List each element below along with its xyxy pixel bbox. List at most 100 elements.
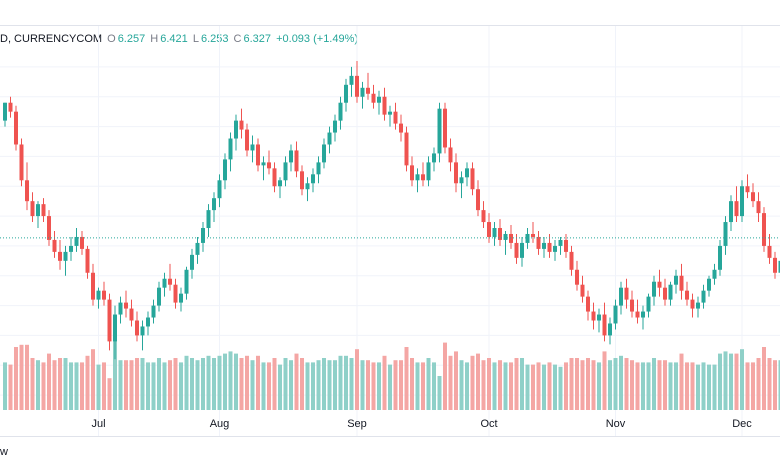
candle-body <box>311 174 315 184</box>
candle <box>399 114 403 142</box>
candle-body <box>465 168 469 178</box>
volume-bar <box>426 358 431 410</box>
volume-bar <box>294 353 299 410</box>
x-tick-label: Aug <box>210 418 230 430</box>
candle-body <box>410 165 414 181</box>
volume-bar <box>250 360 255 410</box>
candle-body <box>245 129 249 151</box>
candle-body <box>602 314 607 336</box>
candle-body <box>206 210 211 229</box>
candle <box>481 201 486 229</box>
volume-bar <box>366 360 370 410</box>
candle <box>624 278 629 309</box>
candle <box>756 192 761 223</box>
candle <box>85 245 90 279</box>
volume-bar <box>690 362 695 410</box>
candle-body <box>630 299 634 312</box>
candle-body <box>624 287 629 300</box>
volume-bar <box>52 360 57 410</box>
candle-body <box>168 278 172 285</box>
candle-body <box>146 317 150 327</box>
candle-body <box>668 284 673 300</box>
volume-bar <box>261 362 266 410</box>
volume-bar <box>465 362 469 410</box>
candle-body <box>294 150 299 172</box>
volume-bar <box>421 362 425 410</box>
candle <box>69 236 73 261</box>
volume-bar <box>624 358 629 410</box>
candle <box>778 260 780 273</box>
volume-bar <box>580 360 585 410</box>
candle-body <box>129 308 134 321</box>
volume-bar <box>19 344 24 410</box>
candle-body <box>41 204 46 217</box>
volume-bar <box>564 362 568 410</box>
candle <box>377 90 381 115</box>
candle <box>228 132 233 172</box>
candle <box>663 278 667 306</box>
candle <box>635 299 640 324</box>
volume-bar <box>410 358 414 410</box>
candle-body <box>569 251 574 270</box>
candle-body <box>531 233 535 237</box>
candle <box>696 296 700 318</box>
volume-bar <box>388 364 392 410</box>
volume-bar <box>602 351 607 410</box>
candle <box>162 272 167 297</box>
candle-body <box>481 210 486 223</box>
candle <box>767 233 772 264</box>
low-label: L <box>192 33 199 45</box>
candle-body <box>366 87 370 94</box>
x-tick-label: Nov <box>606 418 626 430</box>
candle <box>366 72 370 100</box>
candle <box>58 239 62 270</box>
candle-body <box>261 162 266 166</box>
candle-body <box>553 245 557 252</box>
candle-body <box>762 213 766 246</box>
volume-bar <box>547 362 552 410</box>
volume-bar <box>492 362 497 410</box>
volume-bar <box>245 355 249 410</box>
candle-body <box>635 311 640 318</box>
candle <box>503 231 508 255</box>
candle <box>432 147 436 172</box>
candle <box>437 102 442 163</box>
candle-body <box>707 278 711 291</box>
candle <box>107 293 112 351</box>
candle-body <box>184 269 189 294</box>
candle-body <box>333 120 337 133</box>
candle <box>355 60 359 103</box>
volume-bar <box>399 360 403 410</box>
candle-body <box>509 233 513 243</box>
volume-bar <box>377 362 381 410</box>
volume-bar <box>217 355 222 410</box>
candle-body <box>371 93 376 103</box>
candle-body <box>690 299 695 309</box>
candle <box>514 233 519 264</box>
volume-bar <box>514 358 519 410</box>
candle <box>657 269 662 297</box>
volume-bar <box>569 358 574 410</box>
candle <box>745 174 750 199</box>
volume-bar <box>685 362 689 410</box>
candle-body <box>459 177 464 184</box>
candle <box>641 305 645 330</box>
candle <box>124 290 128 318</box>
volume-bar <box>525 364 530 410</box>
candle <box>96 287 101 309</box>
candle <box>421 162 425 187</box>
volume-bar <box>184 355 189 410</box>
candle-body <box>393 111 398 124</box>
candle-body <box>8 102 13 112</box>
candle-body <box>399 123 403 133</box>
volume-bar <box>36 360 40 410</box>
candle-body <box>613 305 618 324</box>
candle <box>129 299 134 327</box>
candle-body <box>272 168 277 187</box>
candle <box>190 248 194 279</box>
candle <box>371 84 376 109</box>
volume-bar <box>333 360 337 410</box>
candle-body <box>14 111 18 145</box>
volume-bar <box>432 362 436 410</box>
